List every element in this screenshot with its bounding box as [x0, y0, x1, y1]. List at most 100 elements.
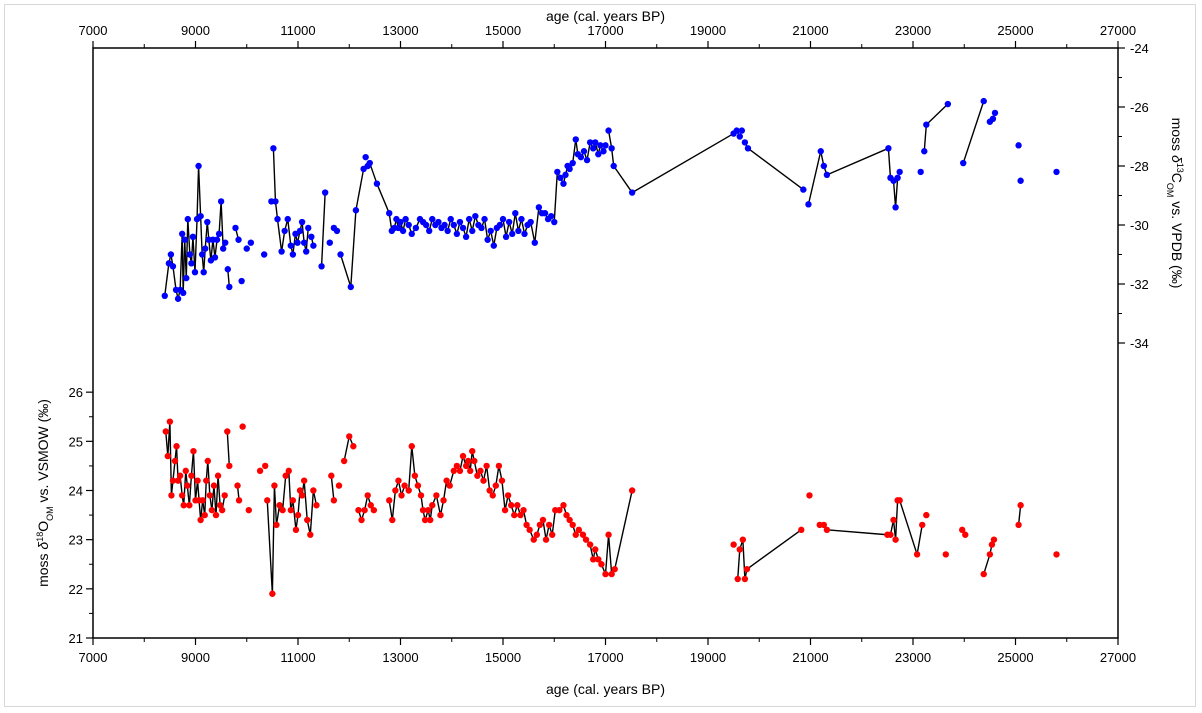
carbon-data-point [823, 171, 831, 179]
oxygen-data-point [389, 516, 396, 524]
oxygen-data-point [204, 457, 211, 465]
oxygen-data-point [429, 502, 436, 509]
oxygen-data-point [304, 516, 311, 524]
series-segment [204, 221, 208, 249]
oxygen-data-point [350, 443, 357, 450]
series-segment [226, 431, 231, 466]
series-points [161, 97, 1060, 597]
oxygen-data-point [569, 521, 576, 529]
carbon-data-point [472, 212, 479, 220]
oxygen-data-point [890, 516, 897, 524]
series-segment [188, 475, 193, 506]
carbon-data-point [736, 133, 743, 140]
oxygen-data-point [201, 511, 208, 519]
carbon-data-point [509, 230, 516, 238]
carbon-data-point [960, 159, 967, 167]
x-tick-label-bottom: 25000 [997, 650, 1033, 665]
right-title-part: OM [1165, 183, 1175, 198]
carbon-data-point [484, 236, 491, 243]
carbon-data-point [478, 224, 485, 232]
oxygen-data-point [367, 502, 374, 509]
oxygen-data-point [464, 457, 472, 465]
oxygen-data-point [221, 492, 228, 499]
carbon-data-point [921, 148, 928, 155]
series-segment [320, 192, 326, 267]
oxygen-data-point [235, 497, 243, 504]
oxygen-data-point [545, 521, 553, 529]
oxygen-data-point [467, 467, 474, 475]
carbon-data-point [597, 142, 604, 149]
left-title-part: δ [35, 542, 51, 550]
carbon-data-point [527, 218, 534, 226]
carbon-data-point [459, 224, 467, 232]
carbon-data-point [462, 233, 470, 240]
series-segment [271, 485, 276, 594]
oxygen-data-point [598, 561, 605, 568]
series-segment [215, 475, 219, 516]
right-title-part: δ [1169, 155, 1185, 163]
series-segment [309, 490, 315, 535]
oxygen-data-point [608, 570, 615, 578]
oxygen-data-point [218, 506, 226, 514]
series-segment [435, 495, 442, 516]
oxygen-data-point [206, 492, 214, 499]
series-segment [281, 475, 287, 511]
carbon-data-point [272, 198, 279, 205]
series-segment [807, 151, 822, 205]
left-title-part: moss [35, 550, 51, 587]
x-tick-label-bottom: 19000 [690, 650, 726, 665]
carbon-data-point [412, 224, 420, 232]
x-tick-label-top: 25000 [997, 23, 1033, 38]
carbon-data-point [247, 239, 255, 246]
carbon-data-point [200, 269, 207, 276]
oxygen-data-point [169, 477, 177, 484]
plot-area [92, 47, 1119, 639]
oxygen-data-point [990, 536, 998, 543]
series-segment [495, 465, 500, 486]
carbon-data-point [186, 251, 194, 258]
carbon-data-point [600, 148, 607, 155]
oxygen-data-point [892, 536, 899, 543]
oxygen-data-point [245, 506, 252, 514]
carbon-data-point [469, 227, 476, 235]
carbon-data-point [183, 274, 190, 282]
oxygen-data-point [212, 511, 220, 519]
oxygen-data-point [798, 526, 805, 534]
oxygen-data-point [173, 443, 180, 450]
oxygen-data-point [239, 423, 246, 430]
carbon-data-point [238, 277, 245, 285]
carbon-data-point [628, 189, 636, 196]
series-segment [210, 239, 214, 261]
series-segment [266, 500, 274, 594]
carbon-data-point [980, 97, 987, 105]
oxygen-data-point [501, 506, 509, 514]
series-segment [199, 500, 204, 521]
carbon-data-point [260, 251, 268, 258]
carbon-data-point [366, 159, 373, 167]
oxygen-data-point [437, 511, 444, 519]
series-segment [187, 219, 191, 255]
carbon-data-point [337, 251, 344, 258]
carbon-data-point [894, 174, 901, 181]
carbon-data-point [605, 127, 612, 134]
oxygen-data-point [361, 506, 368, 514]
carbon-data-point [180, 289, 187, 297]
oxygen-data-point [575, 526, 583, 534]
carbon-data-point [243, 245, 250, 252]
x-tick-label-bottom: 15000 [485, 650, 521, 665]
carbon-data-point [284, 215, 291, 223]
oxygen-data-point [414, 482, 422, 489]
carbon-data-point [300, 239, 308, 246]
carbon-data-point [551, 218, 558, 226]
oxygen-data-point [459, 452, 467, 460]
carbon-data-point [184, 215, 192, 223]
carbon-data-point [569, 159, 576, 167]
x-tick-label-top: 7000 [79, 23, 108, 38]
x-tick-label-bottom: 9000 [181, 650, 210, 665]
series-segment [339, 254, 352, 288]
series-segment [287, 219, 292, 246]
series-segment [916, 524, 923, 555]
right-title-part: vs. VPDB (‰) [1169, 197, 1185, 288]
oxygen-data-point [1053, 551, 1060, 558]
